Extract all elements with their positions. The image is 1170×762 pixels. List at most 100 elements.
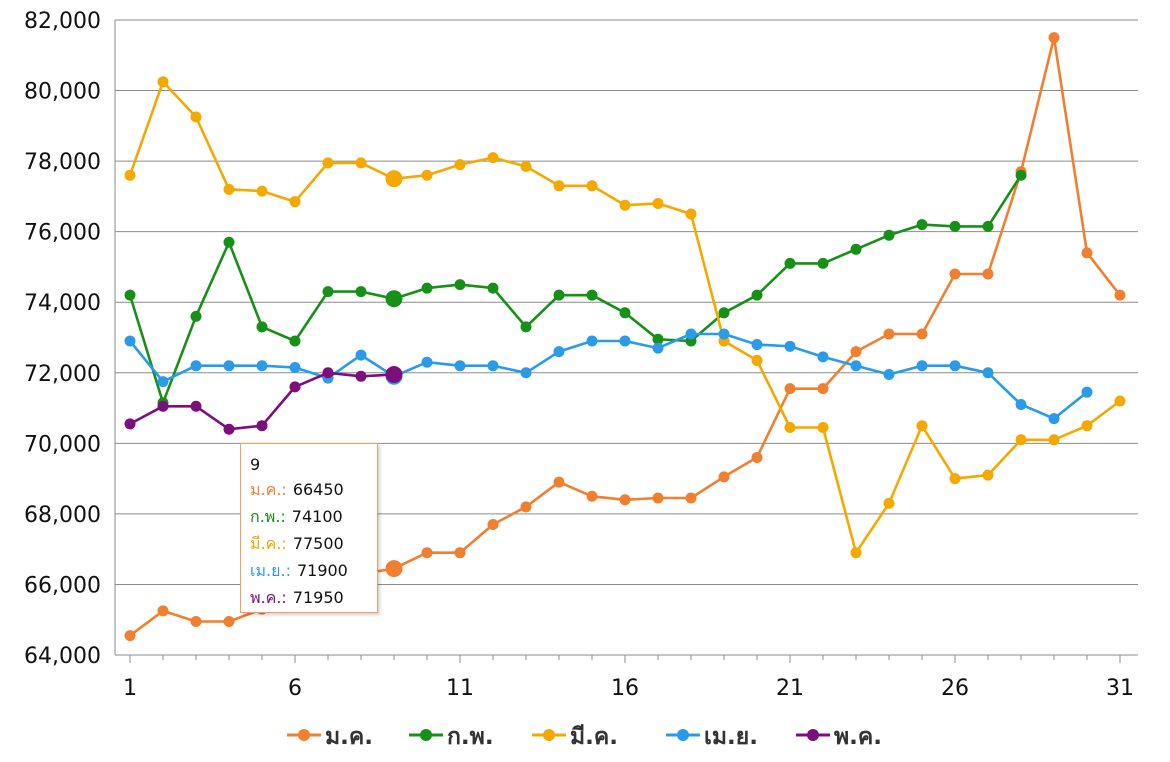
data-point[interactable] bbox=[553, 346, 565, 358]
data-point[interactable] bbox=[487, 518, 499, 530]
data-point[interactable] bbox=[916, 328, 928, 340]
data-point[interactable] bbox=[784, 421, 796, 433]
data-point[interactable] bbox=[520, 160, 532, 172]
data-point[interactable] bbox=[1015, 169, 1027, 181]
data-point[interactable] bbox=[520, 501, 532, 513]
data-point[interactable] bbox=[1015, 434, 1027, 446]
data-point[interactable] bbox=[289, 196, 301, 208]
data-point[interactable] bbox=[751, 289, 763, 301]
data-point[interactable] bbox=[784, 257, 796, 269]
data-point[interactable] bbox=[385, 560, 403, 578]
data-point[interactable] bbox=[124, 169, 136, 181]
data-point[interactable] bbox=[355, 157, 367, 169]
data-point[interactable] bbox=[385, 170, 403, 188]
data-point[interactable] bbox=[385, 290, 403, 308]
data-point[interactable] bbox=[289, 361, 301, 373]
data-point[interactable] bbox=[322, 367, 334, 379]
data-point[interactable] bbox=[487, 360, 499, 372]
data-point[interactable] bbox=[256, 360, 268, 372]
data-point[interactable] bbox=[718, 471, 730, 483]
data-point[interactable] bbox=[190, 111, 202, 123]
data-point[interactable] bbox=[652, 492, 664, 504]
data-point[interactable] bbox=[916, 219, 928, 231]
data-point[interactable] bbox=[1081, 247, 1093, 259]
legend-item[interactable]: มี.ค. bbox=[532, 724, 618, 750]
data-point[interactable] bbox=[157, 76, 169, 88]
data-point[interactable] bbox=[619, 199, 631, 211]
data-point[interactable] bbox=[190, 615, 202, 627]
data-point[interactable] bbox=[982, 367, 994, 379]
data-point[interactable] bbox=[223, 183, 235, 195]
data-point[interactable] bbox=[817, 383, 829, 395]
data-point[interactable] bbox=[883, 328, 895, 340]
data-point[interactable] bbox=[385, 366, 403, 384]
data-point[interactable] bbox=[883, 369, 895, 381]
data-point[interactable] bbox=[652, 333, 664, 345]
data-point[interactable] bbox=[916, 360, 928, 372]
data-point[interactable] bbox=[256, 321, 268, 333]
data-point[interactable] bbox=[190, 400, 202, 412]
data-point[interactable] bbox=[1081, 420, 1093, 432]
data-point[interactable] bbox=[256, 185, 268, 197]
data-point[interactable] bbox=[223, 615, 235, 627]
data-point[interactable] bbox=[850, 346, 862, 358]
data-point[interactable] bbox=[553, 476, 565, 488]
data-point[interactable] bbox=[355, 349, 367, 361]
data-point[interactable] bbox=[223, 360, 235, 372]
data-point[interactable] bbox=[685, 328, 697, 340]
data-point[interactable] bbox=[586, 335, 598, 347]
legend-item[interactable]: เม.ย. bbox=[666, 724, 758, 750]
data-point[interactable] bbox=[685, 208, 697, 220]
data-point[interactable] bbox=[850, 547, 862, 559]
data-point[interactable] bbox=[883, 229, 895, 241]
data-point[interactable] bbox=[586, 180, 598, 192]
data-point[interactable] bbox=[949, 220, 961, 232]
data-point[interactable] bbox=[124, 418, 136, 430]
data-point[interactable] bbox=[586, 490, 598, 502]
data-point[interactable] bbox=[718, 328, 730, 340]
legend-item[interactable]: ม.ค. bbox=[287, 724, 373, 750]
data-point[interactable] bbox=[355, 286, 367, 298]
data-point[interactable] bbox=[454, 360, 466, 372]
data-point[interactable] bbox=[949, 268, 961, 280]
data-point[interactable] bbox=[817, 351, 829, 363]
data-point[interactable] bbox=[1015, 399, 1027, 411]
data-point[interactable] bbox=[1081, 386, 1093, 398]
data-point[interactable] bbox=[982, 220, 994, 232]
data-point[interactable] bbox=[124, 289, 136, 301]
data-point[interactable] bbox=[454, 279, 466, 291]
data-point[interactable] bbox=[982, 469, 994, 481]
data-point[interactable] bbox=[850, 360, 862, 372]
data-point[interactable] bbox=[223, 236, 235, 248]
data-point[interactable] bbox=[883, 497, 895, 509]
data-point[interactable] bbox=[619, 307, 631, 319]
data-point[interactable] bbox=[619, 335, 631, 347]
data-point[interactable] bbox=[421, 356, 433, 368]
data-point[interactable] bbox=[520, 321, 532, 333]
data-point[interactable] bbox=[751, 339, 763, 351]
data-point[interactable] bbox=[982, 268, 994, 280]
data-point[interactable] bbox=[157, 400, 169, 412]
data-point[interactable] bbox=[157, 605, 169, 617]
data-point[interactable] bbox=[553, 180, 565, 192]
data-point[interactable] bbox=[421, 169, 433, 181]
data-point[interactable] bbox=[751, 451, 763, 463]
data-point[interactable] bbox=[487, 152, 499, 164]
data-point[interactable] bbox=[322, 286, 334, 298]
data-point[interactable] bbox=[817, 257, 829, 269]
data-point[interactable] bbox=[949, 473, 961, 485]
data-point[interactable] bbox=[817, 421, 829, 433]
data-point[interactable] bbox=[1048, 413, 1060, 425]
data-point[interactable] bbox=[949, 360, 961, 372]
data-point[interactable] bbox=[223, 423, 235, 435]
data-point[interactable] bbox=[586, 289, 598, 301]
data-point[interactable] bbox=[124, 335, 136, 347]
data-point[interactable] bbox=[1114, 289, 1126, 301]
data-point[interactable] bbox=[454, 547, 466, 559]
data-point[interactable] bbox=[520, 367, 532, 379]
data-point[interactable] bbox=[751, 354, 763, 366]
data-point[interactable] bbox=[652, 342, 664, 354]
data-point[interactable] bbox=[850, 243, 862, 255]
data-point[interactable] bbox=[1048, 434, 1060, 446]
data-point[interactable] bbox=[322, 157, 334, 169]
